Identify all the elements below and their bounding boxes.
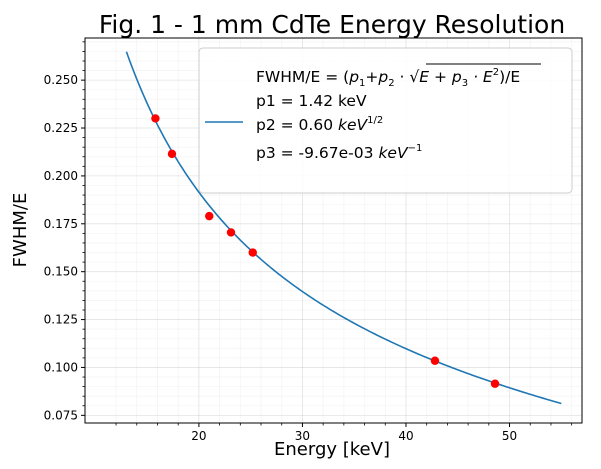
legend-formula-sqrt-body: E + p xyxy=(419,68,462,86)
legend-formula-p3-sub: 3 xyxy=(462,78,468,89)
legend-sqrt-sign: √ xyxy=(409,68,419,86)
y-tick-label: 0.250 xyxy=(44,73,78,87)
legend-formula-prefix: FWHM/E = ( xyxy=(256,68,349,86)
y-tick-label: 0.125 xyxy=(44,313,78,327)
x-tick-label: 30 xyxy=(295,429,310,443)
axes-frame xyxy=(84,37,583,424)
legend-p3-text: p3 = -9.67e-03 xyxy=(256,144,378,162)
data-points xyxy=(151,114,500,388)
legend-p2-text: p2 = 0.60 xyxy=(256,116,338,134)
legend-formula: FWHM/E = (p1+p2 · √E + p3 · E2)/E xyxy=(256,67,520,89)
legend: FWHM/E = (p1+p2 · √E + p3 · E2)/E p1 = 1… xyxy=(198,47,573,194)
y-tick-label: 0.100 xyxy=(44,360,78,374)
legend-box xyxy=(198,47,573,194)
x-tick-label: 50 xyxy=(502,429,517,443)
data-point xyxy=(430,356,440,365)
legend-p3-exp: −1 xyxy=(408,143,423,154)
data-point xyxy=(167,149,177,159)
y-tick-label: 0.200 xyxy=(44,169,78,183)
x-axis: 20 30 40 50 xyxy=(115,423,573,443)
legend-formula-p1: p xyxy=(348,68,359,86)
legend-formula-sqrt-tail: · E xyxy=(468,68,493,86)
x-axis-label: Energy [keV] xyxy=(274,439,390,460)
y-axis: 0.075 0.100 0.125 0.150 0.175 0.200 0.225 0.250 xyxy=(44,41,85,422)
legend-p2: p2 = 0.60 keV1/2 xyxy=(256,115,383,134)
data-point xyxy=(151,114,160,123)
legend-formula-plus: + xyxy=(365,68,378,86)
y-axis-label: FWHM/E xyxy=(10,193,31,268)
legend-formula-sq: 2 xyxy=(493,67,499,78)
y-tick-label: 0.075 xyxy=(44,408,78,422)
x-tick-label: 40 xyxy=(398,429,413,443)
data-point xyxy=(205,211,214,221)
legend-formula-p2: p xyxy=(377,68,388,86)
y-tick-label: 0.150 xyxy=(44,265,78,279)
data-point xyxy=(226,228,236,237)
x-tick-label: 20 xyxy=(191,429,206,443)
y-tick-label: 0.225 xyxy=(44,121,78,135)
y-tick-label: 0.175 xyxy=(44,217,78,231)
legend-formula-dot: · xyxy=(395,68,410,86)
legend-p3: p3 = -9.67e-03 keV−1 xyxy=(256,143,422,162)
chart-title: Fig. 1 - 1 mm CdTe Energy Resolution xyxy=(99,10,565,39)
legend-p3-unit: keV xyxy=(378,144,409,162)
legend-formula-p1-sub: 1 xyxy=(359,78,365,89)
data-point xyxy=(490,379,500,388)
legend-p2-exp: 1/2 xyxy=(367,115,383,126)
legend-p2-unit: keV xyxy=(338,116,369,134)
data-point xyxy=(248,248,257,257)
fit-curve xyxy=(125,51,562,405)
legend-formula-p2-sub: 2 xyxy=(388,78,394,89)
legend-p1: p1 = 1.42 keV xyxy=(256,92,367,110)
legend-formula-suffix: )/E xyxy=(499,68,520,86)
